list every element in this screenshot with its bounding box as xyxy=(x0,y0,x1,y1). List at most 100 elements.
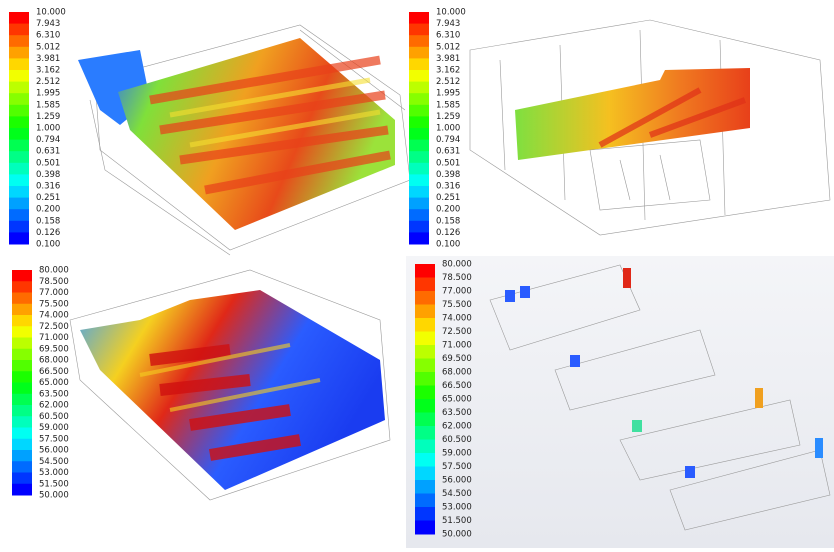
legend-label: 71.000 xyxy=(442,341,472,351)
legend-label: 50.000 xyxy=(442,530,472,540)
legend-label: 77.000 xyxy=(39,288,69,298)
legend-color-block xyxy=(409,209,429,222)
legend-color-block xyxy=(12,450,32,462)
legend-label: 75.500 xyxy=(39,299,69,309)
legend-label: 2.512 xyxy=(436,77,460,87)
legend-label: 5.012 xyxy=(436,42,460,52)
legend-color-block xyxy=(9,93,29,106)
legend-label: 59.000 xyxy=(39,423,69,433)
legend-color-block xyxy=(12,315,32,327)
legend-color-block xyxy=(415,304,435,319)
velocity-field-section xyxy=(469,19,831,236)
legend-label: 0.794 xyxy=(436,135,460,145)
legend-color-block xyxy=(9,58,29,71)
legend-label: 60.500 xyxy=(39,412,69,422)
velocity-field-plan xyxy=(78,24,411,256)
legend-color-block xyxy=(9,35,29,48)
legend-color-block xyxy=(409,186,429,199)
legend-color-block xyxy=(409,35,429,48)
legend-label: 6.310 xyxy=(36,31,60,41)
legend-color-block xyxy=(415,466,435,481)
legend-label: 6.310 xyxy=(436,31,460,41)
legend-color-block xyxy=(9,23,29,36)
legend-label: 59.000 xyxy=(442,449,472,459)
legend-label: 80.000 xyxy=(442,260,472,270)
legend-color-block xyxy=(409,197,429,210)
legend-color-block xyxy=(415,318,435,332)
legend-color-block xyxy=(409,70,429,83)
legend-color-block xyxy=(12,281,32,293)
legend-color-block xyxy=(415,507,435,521)
legend-color-block xyxy=(415,358,435,373)
legend-color-block xyxy=(9,81,29,94)
legend-color-block xyxy=(409,46,429,59)
legend-color-block xyxy=(9,162,29,175)
legend-label: 54.500 xyxy=(442,489,472,499)
legend-color-block xyxy=(409,58,429,71)
legend-color-block xyxy=(9,151,29,164)
legend-color-block xyxy=(9,116,29,129)
legend-label: 5.012 xyxy=(36,42,60,52)
legend-color-block xyxy=(12,427,32,440)
legend-color-block xyxy=(9,46,29,59)
legend-color-block xyxy=(9,174,29,187)
legend-color-block xyxy=(12,303,32,316)
legend-color-block xyxy=(9,220,29,233)
legend-color-block xyxy=(9,197,29,210)
legend-color-block xyxy=(9,70,29,83)
legend-color-block xyxy=(415,291,435,305)
legend-color-block xyxy=(409,104,429,117)
legend-color-block xyxy=(415,331,435,346)
legend-label: 78.500 xyxy=(442,273,472,283)
legend-label: 0.158 xyxy=(36,216,60,226)
legend-label: 63.500 xyxy=(39,389,69,399)
legend-label: 60.500 xyxy=(442,435,472,445)
legend-color-block xyxy=(9,232,29,245)
legend-label: 65.000 xyxy=(442,395,472,405)
legend-label: 10.000 xyxy=(436,8,466,18)
legend-label: 0.316 xyxy=(436,182,460,192)
legend-label: 10.000 xyxy=(36,8,66,18)
legend-color-block xyxy=(12,348,32,361)
legend-color-block xyxy=(415,520,435,535)
legend-label: 3.981 xyxy=(36,54,60,64)
legend-label: 72.500 xyxy=(442,327,472,337)
legend-label: 0.794 xyxy=(36,135,60,145)
legend-color-block xyxy=(409,128,429,141)
legend-color-block xyxy=(12,393,32,406)
legend-color-block xyxy=(9,139,29,152)
legend-color-block xyxy=(415,399,435,413)
legend-label: 68.000 xyxy=(39,356,69,366)
legend-label: 66.500 xyxy=(442,381,472,391)
legend-label: 1.995 xyxy=(436,89,460,99)
legend-color-block xyxy=(9,186,29,199)
legend-label: 68.000 xyxy=(442,368,472,378)
legend-label: 0.501 xyxy=(436,158,460,168)
legend-color-block xyxy=(415,493,435,508)
legend-color-block xyxy=(12,461,32,473)
legend-label: 0.631 xyxy=(36,147,60,157)
legend-label: 56.000 xyxy=(442,476,472,486)
legend-color-block xyxy=(12,337,32,350)
legend-label: 71.000 xyxy=(39,333,69,343)
legend-label: 65.000 xyxy=(39,378,69,388)
legend-color-block xyxy=(12,270,32,282)
legend-color-block xyxy=(9,209,29,222)
legend-color-block xyxy=(12,483,32,496)
legend-label: 1.585 xyxy=(436,100,460,110)
legend-label: 1.259 xyxy=(436,112,460,122)
legend-label: 54.500 xyxy=(39,457,69,467)
legend-label: 66.500 xyxy=(39,367,69,377)
legend-label: 57.500 xyxy=(442,462,472,472)
legend-label: 50.000 xyxy=(39,491,69,501)
legend-label: 0.398 xyxy=(436,170,460,180)
legend-label: 3.162 xyxy=(36,66,60,76)
legend-color-block xyxy=(415,385,435,400)
legend-label: 0.158 xyxy=(436,216,460,226)
legend-color-block xyxy=(415,264,435,278)
legend-color-block xyxy=(409,162,429,175)
legend-label: 69.500 xyxy=(442,354,472,364)
legend-color-block xyxy=(409,81,429,94)
legend-color-block xyxy=(415,439,435,454)
